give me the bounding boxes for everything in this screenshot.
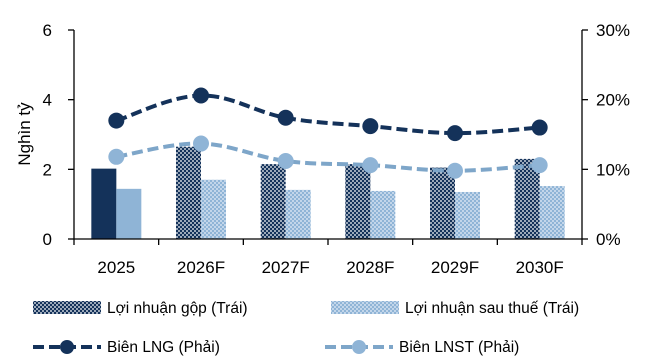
marker-gross-margin-2029F xyxy=(447,125,463,142)
legend-item-net-profit: Lợi nhuận sau thuế (Trái) xyxy=(331,300,579,317)
legend-label-net-margin: Biên LNST (Phải) xyxy=(399,339,519,356)
bar-net-profit-2028F xyxy=(370,190,396,239)
marker-net-margin-2029F xyxy=(447,162,463,179)
bar-net-profit-2030F xyxy=(539,186,565,239)
x-tick-label-2029F: 2029F xyxy=(431,258,479,277)
line-net-margin xyxy=(116,141,540,173)
bar-gross-profit-2026F xyxy=(176,146,201,239)
y-tick-label-6: 6 xyxy=(43,21,52,40)
bar-net-profit-2026F xyxy=(201,179,226,239)
legend-item-gross-margin: Biên LNG (Phải) xyxy=(33,339,220,356)
marker-gross-margin-2030F xyxy=(531,119,548,136)
legend-swatch-gross-profit xyxy=(33,301,101,314)
bar-gross-profit-2027F xyxy=(260,164,286,239)
marker-gross-margin-2025 xyxy=(108,112,125,129)
legend-label-gross-profit: Lợi nhuận gộp (Trái) xyxy=(107,300,248,317)
x-tick-label-2030F: 2030F xyxy=(516,258,564,277)
x-tick-label-2026F: 2026F xyxy=(177,258,225,277)
legend-item-net-margin: Biên LNST (Phải) xyxy=(325,339,519,356)
y-tick-label-0: 0 xyxy=(43,230,52,249)
y-axis-title: Nghìn tỷ xyxy=(15,102,34,166)
bar-gross-profit-2025 xyxy=(91,168,117,239)
legend-marker-net-margin xyxy=(352,340,366,354)
legend-marker-gross-margin xyxy=(60,340,74,354)
bar-gross-profit-2028F xyxy=(345,164,371,239)
line-gross-margin xyxy=(115,93,540,136)
legend-item-gross-profit: Lợi nhuận gộp (Trái) xyxy=(33,300,248,317)
right-axis-ticks: 0% 10% 20% 30% xyxy=(582,21,630,249)
bar-gross-profit-2029F xyxy=(430,167,455,239)
bar-net-profit-2027F xyxy=(285,189,311,239)
x-tick-label-2027F: 2027F xyxy=(262,258,310,277)
y2-tick-label-0: 0% xyxy=(596,230,621,249)
marker-gross-margin-2028F xyxy=(362,118,379,135)
x-tick-label-2025: 2025 xyxy=(97,258,135,277)
bar-net-profit-2029F xyxy=(455,191,480,239)
x-tick-label-2028F: 2028F xyxy=(346,258,394,277)
y-tick-label-4: 4 xyxy=(43,91,52,110)
marker-gross-margin-2026F xyxy=(193,87,209,104)
left-axis-ticks: 0 2 4 6 xyxy=(43,21,74,249)
bars-layer xyxy=(91,146,565,239)
y2-tick-label-1: 10% xyxy=(596,160,630,179)
bar-gross-profit-2030F xyxy=(514,158,540,239)
legend-label-gross-margin: Biên LNG (Phải) xyxy=(107,339,220,356)
marker-net-margin-2027F xyxy=(277,152,294,169)
x-axis-ticks: 2025 2026F 2027F 2028F 2029F 2030F xyxy=(73,239,583,277)
marker-net-margin-2025 xyxy=(108,148,125,165)
legend: Lợi nhuận gộp (Trái) Lợi nhuận sau thuế … xyxy=(33,300,579,356)
y2-tick-label-2: 20% xyxy=(596,91,630,110)
lines-layer xyxy=(108,87,548,179)
marker-net-margin-2030F xyxy=(531,157,548,174)
marker-net-margin-2028F xyxy=(362,157,379,174)
y2-tick-label-3: 30% xyxy=(596,21,630,40)
bar-net-profit-2025 xyxy=(116,188,142,239)
marker-gross-margin-2027F xyxy=(277,109,294,126)
legend-swatch-net-profit xyxy=(331,301,399,314)
marker-net-margin-2026F xyxy=(193,135,209,152)
y-tick-label-2: 2 xyxy=(43,160,52,179)
legend-label-net-profit: Lợi nhuận sau thuế (Trái) xyxy=(405,300,579,317)
